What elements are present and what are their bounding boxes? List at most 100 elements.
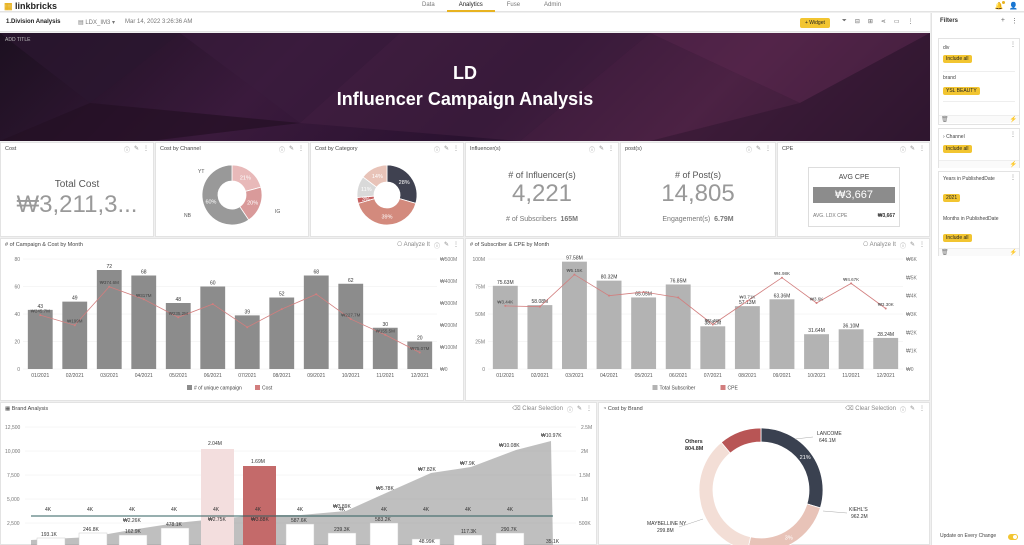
- kebab-icon[interactable]: ⋮: [1010, 175, 1016, 181]
- brand-bar-highlight[interactable]: [201, 449, 234, 545]
- edit-icon[interactable]: ✎: [288, 146, 294, 152]
- filter-chip-channel[interactable]: Include all: [943, 145, 972, 153]
- line-point[interactable]: [73, 324, 76, 327]
- bar[interactable]: [527, 305, 553, 369]
- pie-slice[interactable]: [698, 441, 752, 545]
- bar[interactable]: [700, 326, 726, 369]
- pie-slice[interactable]: [357, 198, 417, 226]
- kebab-icon[interactable]: ⋮: [143, 146, 149, 152]
- filter-chip-brand[interactable]: YSL BEAUTY: [943, 87, 980, 95]
- bar[interactable]: [407, 341, 433, 370]
- dashboard-title[interactable]: 1.Division Analysis: [6, 19, 61, 25]
- nav-tab-admin[interactable]: Admin: [544, 2, 562, 8]
- line-series[interactable]: [40, 286, 420, 353]
- brand-bar[interactable]: [411, 538, 441, 545]
- trash-icon[interactable]: 🗑: [941, 250, 949, 256]
- bar[interactable]: [562, 261, 587, 369]
- bar[interactable]: [665, 284, 691, 369]
- info-icon[interactable]: ⓘ: [899, 408, 906, 414]
- bar[interactable]: [838, 329, 864, 369]
- kebab-icon[interactable]: ⋮: [453, 242, 459, 248]
- bar[interactable]: [200, 286, 226, 370]
- brand-bar[interactable]: [160, 527, 190, 545]
- bar[interactable]: [234, 315, 260, 369]
- line-series[interactable]: [505, 274, 886, 325]
- brand-bar[interactable]: [369, 522, 399, 545]
- line-point[interactable]: [711, 323, 714, 326]
- present-icon[interactable]: ▭: [893, 19, 900, 25]
- legend-label[interactable]: Total Subscriber: [660, 386, 696, 392]
- user-avatar-icon[interactable]: 👤: [1009, 3, 1018, 10]
- kebab-icon[interactable]: ⋮: [919, 242, 925, 248]
- bar[interactable]: [596, 280, 622, 369]
- line-point[interactable]: [39, 314, 42, 317]
- legend-label[interactable]: # of unique campaign: [194, 386, 242, 392]
- lightning-icon[interactable]: ⚡: [1009, 162, 1017, 168]
- line-point[interactable]: [573, 273, 576, 276]
- line-point[interactable]: [780, 276, 783, 279]
- nav-tab-fuse[interactable]: Fuse: [506, 2, 521, 8]
- bar[interactable]: [62, 301, 88, 369]
- brand-bar[interactable]: [78, 532, 108, 545]
- bar[interactable]: [734, 306, 760, 369]
- lightning-icon[interactable]: ⚡: [1009, 117, 1017, 123]
- info-icon[interactable]: ⓘ: [433, 148, 440, 154]
- subscriber-cpe-combo-chart[interactable]: 0 25M 50M 75M 100M ₩0 ₩1K ₩2K ₩3K ₩4K ₩5K ₩6K 75.63M…: [466, 251, 929, 401]
- legend-label[interactable]: Cost: [262, 386, 273, 392]
- line-point[interactable]: [504, 304, 507, 307]
- kebab-icon[interactable]: ⋮: [919, 146, 925, 152]
- edit-icon[interactable]: ✎: [909, 146, 915, 152]
- line-point[interactable]: [349, 318, 352, 321]
- info-icon[interactable]: ⓘ: [899, 148, 906, 154]
- edit-icon[interactable]: ✎: [443, 146, 449, 152]
- info-icon[interactable]: ⓘ: [566, 408, 573, 414]
- line-point[interactable]: [211, 303, 214, 306]
- info-icon[interactable]: ⓘ: [745, 148, 752, 154]
- update-on-change-toggle[interactable]: [1008, 534, 1018, 540]
- kebab-icon[interactable]: ⋮: [453, 146, 459, 152]
- line-point[interactable]: [142, 298, 145, 301]
- brand-area-series[interactable]: [31, 441, 553, 545]
- pie-slice[interactable]: [362, 164, 388, 188]
- kebab-icon[interactable]: ⋮: [608, 146, 614, 152]
- clear-selection-button[interactable]: ⌫ Clear Selection: [845, 406, 896, 412]
- analyze-it-button[interactable]: ⎔ Analyze It: [397, 242, 430, 248]
- brand-bar[interactable]: [36, 537, 66, 545]
- share-icon[interactable]: ⋖: [880, 19, 886, 25]
- info-icon[interactable]: ⓘ: [588, 148, 595, 154]
- filter-chip-years[interactable]: 2021: [943, 194, 961, 202]
- line-point[interactable]: [884, 307, 887, 310]
- line-point[interactable]: [418, 351, 421, 354]
- bar[interactable]: [804, 334, 829, 369]
- grid-icon[interactable]: ⊞: [867, 19, 873, 25]
- kebab-icon[interactable]: ⋮: [919, 406, 925, 412]
- line-point[interactable]: [384, 333, 387, 336]
- campaign-cost-combo-chart[interactable]: 0 20 40 60 80 ₩0 ₩100M ₩200M ₩300M ₩400M ₩500M 43 01…: [1, 251, 463, 401]
- pie-slice[interactable]: [748, 503, 821, 545]
- cost-by-category-donut[interactable]: 28% 39% 3% 11% 14%: [311, 155, 463, 237]
- bar[interactable]: [873, 337, 899, 369]
- trash-icon[interactable]: 🗑: [941, 117, 949, 123]
- line-point[interactable]: [642, 291, 645, 293]
- cost-by-channel-donut[interactable]: 21% 20% 60% YT NB IG: [156, 155, 308, 237]
- info-icon[interactable]: ⓘ: [899, 244, 906, 250]
- app-logo[interactable]: ▦ linkbricks: [4, 1, 58, 11]
- bar[interactable]: [769, 299, 795, 369]
- edit-icon[interactable]: ✎: [598, 146, 604, 152]
- brand-bar[interactable]: [495, 532, 525, 545]
- kebab-icon[interactable]: ⋮: [586, 406, 592, 412]
- pie-slice[interactable]: [760, 427, 824, 509]
- bar[interactable]: [631, 297, 657, 369]
- line-point[interactable]: [108, 285, 111, 288]
- kebab-icon[interactable]: ⋮: [1010, 132, 1016, 138]
- brand-bar[interactable]: [118, 534, 148, 545]
- line-point[interactable]: [850, 282, 853, 285]
- info-icon[interactable]: ⓘ: [278, 148, 285, 154]
- analyze-it-button[interactable]: ⎔ Analyze It: [863, 242, 896, 248]
- clear-selection-button[interactable]: ⌫ Clear Selection: [512, 406, 563, 412]
- datasource-selector[interactable]: ▤ LDX_IM3 ▾: [78, 20, 116, 26]
- filter-chip-div[interactable]: Include all: [943, 55, 972, 63]
- brand-bar-selected[interactable]: [243, 466, 276, 545]
- bar[interactable]: [131, 275, 157, 370]
